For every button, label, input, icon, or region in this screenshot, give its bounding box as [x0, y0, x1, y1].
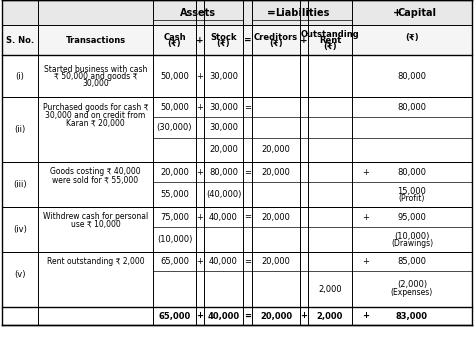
Text: 50,000: 50,000: [160, 103, 189, 112]
Text: 65,000: 65,000: [160, 257, 189, 266]
Text: (v): (v): [14, 270, 26, 279]
Text: Rent: Rent: [319, 36, 341, 45]
Text: Withdrew cash for personal: Withdrew cash for personal: [43, 211, 148, 220]
Text: Outstanding: Outstanding: [301, 30, 359, 39]
Bar: [2, 25, 472, 55]
Text: 15,000: 15,000: [398, 187, 427, 196]
Text: Purchased goods for cash ₹: Purchased goods for cash ₹: [43, 102, 148, 111]
Text: 75,000: 75,000: [160, 213, 189, 221]
Text: ₹ 50,000 and goods ₹: ₹ 50,000 and goods ₹: [54, 71, 137, 80]
Text: 40,000: 40,000: [209, 213, 238, 221]
Text: Capital: Capital: [398, 8, 437, 18]
Text: =: =: [244, 168, 251, 177]
Text: use ₹ 10,000: use ₹ 10,000: [71, 220, 120, 229]
Text: (2,000): (2,000): [397, 280, 427, 289]
Text: +: +: [363, 257, 369, 266]
Text: Stock: Stock: [210, 32, 237, 41]
Text: +: +: [363, 312, 370, 321]
Text: 85,000: 85,000: [398, 257, 427, 266]
Text: +: +: [300, 36, 308, 45]
Text: 2,000: 2,000: [318, 285, 342, 294]
Text: 30,000: 30,000: [209, 123, 238, 132]
Text: Creditors: Creditors: [254, 32, 298, 41]
Text: (i): (i): [16, 71, 25, 80]
Text: 20,000: 20,000: [262, 257, 291, 266]
Text: 80,000: 80,000: [398, 168, 427, 177]
Text: 2,000: 2,000: [317, 312, 343, 321]
Text: Liabilities: Liabilities: [275, 8, 329, 18]
Text: Assets: Assets: [180, 8, 216, 18]
Text: S. No.: S. No.: [6, 36, 34, 45]
Text: +: +: [197, 103, 203, 112]
Text: 40,000: 40,000: [209, 257, 238, 266]
Text: =: =: [244, 36, 251, 45]
Text: 20,000: 20,000: [209, 145, 238, 154]
Text: +: +: [197, 213, 203, 221]
Text: =: =: [244, 213, 251, 221]
Text: Started business with cash: Started business with cash: [44, 65, 147, 73]
Text: Transactions: Transactions: [65, 36, 126, 45]
Text: (Drawings): (Drawings): [391, 239, 433, 248]
Text: (₹): (₹): [168, 39, 182, 48]
Text: Goods costing ₹ 40,000: Goods costing ₹ 40,000: [50, 167, 141, 176]
Text: 80,000: 80,000: [209, 168, 238, 177]
Text: (30,000): (30,000): [157, 123, 192, 132]
Text: +: +: [197, 71, 203, 80]
Text: +: +: [392, 8, 401, 18]
Text: 30,000: 30,000: [209, 71, 238, 80]
Text: Rent outstanding ₹ 2,000: Rent outstanding ₹ 2,000: [46, 256, 144, 266]
Text: 30,000 and on credit from: 30,000 and on credit from: [46, 110, 146, 119]
Text: 80,000: 80,000: [398, 103, 427, 112]
Text: 20,000: 20,000: [262, 145, 291, 154]
Text: 20,000: 20,000: [260, 312, 292, 321]
Text: (iii): (iii): [13, 180, 27, 189]
Text: 20,000: 20,000: [262, 213, 291, 221]
Text: (Profit): (Profit): [399, 194, 425, 203]
Text: (₹): (₹): [405, 32, 419, 41]
Text: (₹): (₹): [323, 41, 337, 50]
Text: =: =: [267, 8, 276, 18]
Text: 20,000: 20,000: [160, 168, 189, 177]
Text: (10,000): (10,000): [394, 232, 430, 241]
Text: +: +: [363, 168, 369, 177]
Text: (₹): (₹): [217, 39, 230, 48]
Text: =: =: [244, 103, 251, 112]
Text: +: +: [197, 168, 203, 177]
Text: +: +: [197, 257, 203, 266]
Text: (ii): (ii): [14, 125, 26, 134]
Text: (40,000): (40,000): [206, 190, 241, 199]
Text: 65,000: 65,000: [158, 312, 191, 321]
Text: =: =: [244, 257, 251, 266]
Text: 83,000: 83,000: [396, 312, 428, 321]
Text: +: +: [197, 312, 203, 321]
Text: 95,000: 95,000: [398, 213, 427, 221]
Text: were sold for ₹ 55,000: were sold for ₹ 55,000: [53, 176, 138, 185]
Text: Cash: Cash: [163, 32, 186, 41]
Text: +: +: [363, 213, 369, 221]
Text: 80,000: 80,000: [398, 71, 427, 80]
Text: 30,000: 30,000: [82, 79, 109, 88]
Text: =: =: [244, 312, 251, 321]
Text: 30,000: 30,000: [209, 103, 238, 112]
Text: +: +: [301, 312, 308, 321]
Text: (iv): (iv): [13, 225, 27, 234]
Text: 50,000: 50,000: [160, 71, 189, 80]
Text: 40,000: 40,000: [208, 312, 239, 321]
Text: (10,000): (10,000): [157, 235, 192, 244]
Text: (Expenses): (Expenses): [391, 288, 433, 297]
Text: 55,000: 55,000: [160, 190, 189, 199]
Bar: [2, 0, 472, 25]
Text: 20,000: 20,000: [262, 168, 291, 177]
Text: Karan ₹ 20,000: Karan ₹ 20,000: [66, 118, 125, 128]
Text: +: +: [196, 36, 204, 45]
Text: (₹): (₹): [269, 39, 283, 48]
